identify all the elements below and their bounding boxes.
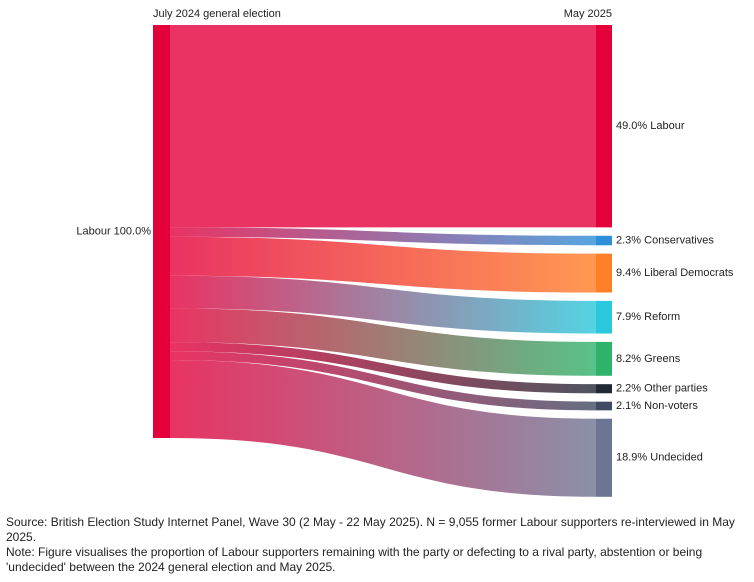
target-node <box>596 418 612 497</box>
flow <box>170 351 596 411</box>
node-label: 2.1% Non-voters <box>616 400 698 412</box>
node-label: 7.9% Reform <box>616 311 680 323</box>
column-label: May 2025 <box>564 8 612 20</box>
note: Note: Figure visualises the proportion o… <box>6 545 703 574</box>
flow <box>170 342 596 394</box>
node-label: Labour 100.0% <box>76 225 151 237</box>
flow <box>170 236 596 293</box>
flow <box>170 25 596 228</box>
node-label: 49.0% Labour <box>616 120 685 132</box>
target-node <box>596 253 612 293</box>
flow <box>170 275 596 334</box>
target-node <box>596 401 612 411</box>
notes: Source: British Election Study Internet … <box>6 515 750 575</box>
target-node <box>596 25 612 228</box>
target-node <box>596 341 612 376</box>
flow <box>170 227 596 246</box>
node-label: 8.2% Greens <box>616 353 681 365</box>
source-note: Source: British Election Study Internet … <box>6 515 735 544</box>
target-node <box>596 235 612 246</box>
target-node <box>596 300 612 334</box>
source-node <box>153 25 170 438</box>
column-label: July 2024 general election <box>153 8 281 20</box>
flow <box>170 359 596 497</box>
target-node <box>596 384 612 394</box>
node-label: 18.9% Undecided <box>616 452 703 464</box>
chart: July 2024 general election May 2025 49.0… <box>76 8 734 497</box>
node-label: 2.3% Conservatives <box>616 234 714 246</box>
flow <box>170 308 596 376</box>
node-label: 9.4% Liberal Democrats <box>616 267 734 279</box>
node-label: 2.2% Other parties <box>616 383 708 395</box>
